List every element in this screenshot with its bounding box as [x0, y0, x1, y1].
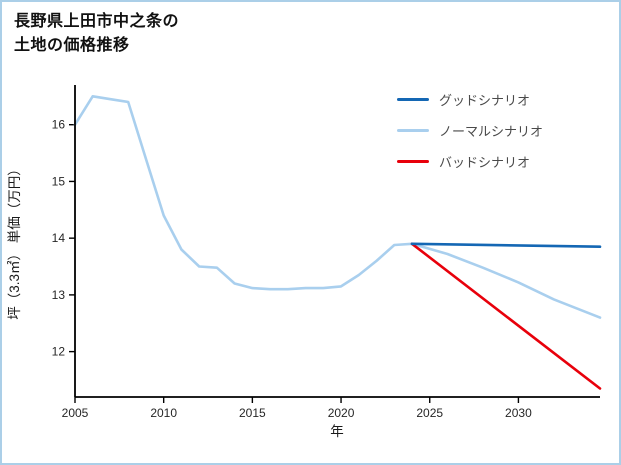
series-line-2 — [410, 242, 602, 248]
y-tick-label: 15 — [52, 174, 66, 188]
y-tick-label: 13 — [52, 288, 66, 302]
x-axis-label: 年 — [330, 424, 344, 439]
y-tick-label: 14 — [52, 231, 66, 245]
legend: グッドシナリオ ノーマルシナリオ バッドシナリオ — [397, 90, 543, 171]
x-tick-label: 2025 — [416, 406, 443, 420]
x-tick-label: 2005 — [62, 406, 89, 420]
legend-item: バッドシナリオ — [397, 152, 543, 171]
legend-item: グッドシナリオ — [397, 90, 543, 109]
x-tick-label: 2030 — [505, 406, 532, 420]
x-tick-label: 2020 — [328, 406, 355, 420]
x-tick-label: 2010 — [150, 406, 177, 420]
y-tick-label: 16 — [52, 118, 66, 132]
legend-line-swatch — [397, 129, 429, 132]
legend-line-swatch — [397, 98, 429, 101]
legend-label: バッドシナリオ — [439, 155, 531, 170]
chart-title-line1: 長野県上田市中之条の — [14, 13, 180, 30]
legend-item: ノーマルシナリオ — [397, 121, 543, 140]
x-tick-label: 2015 — [239, 406, 266, 420]
series-line-0 — [73, 95, 602, 319]
chart-title-line2: 土地の価格推移 — [14, 37, 130, 54]
legend-label: グッドシナリオ — [439, 93, 531, 108]
plot-layer: 2005 2010 2015 2020 2025 2030 12 13 14 15 16 — [52, 95, 602, 420]
y-tick-label: 12 — [52, 345, 66, 359]
chart-title: 長野県上田市中之条の 土地の価格推移 — [14, 10, 179, 58]
legend-line-swatch — [397, 160, 429, 163]
legend-label: ノーマルシナリオ — [439, 124, 544, 139]
series-line-1 — [410, 242, 602, 390]
y-axis-label: 坪（3.3㎡） 単価（万円） — [7, 162, 22, 320]
